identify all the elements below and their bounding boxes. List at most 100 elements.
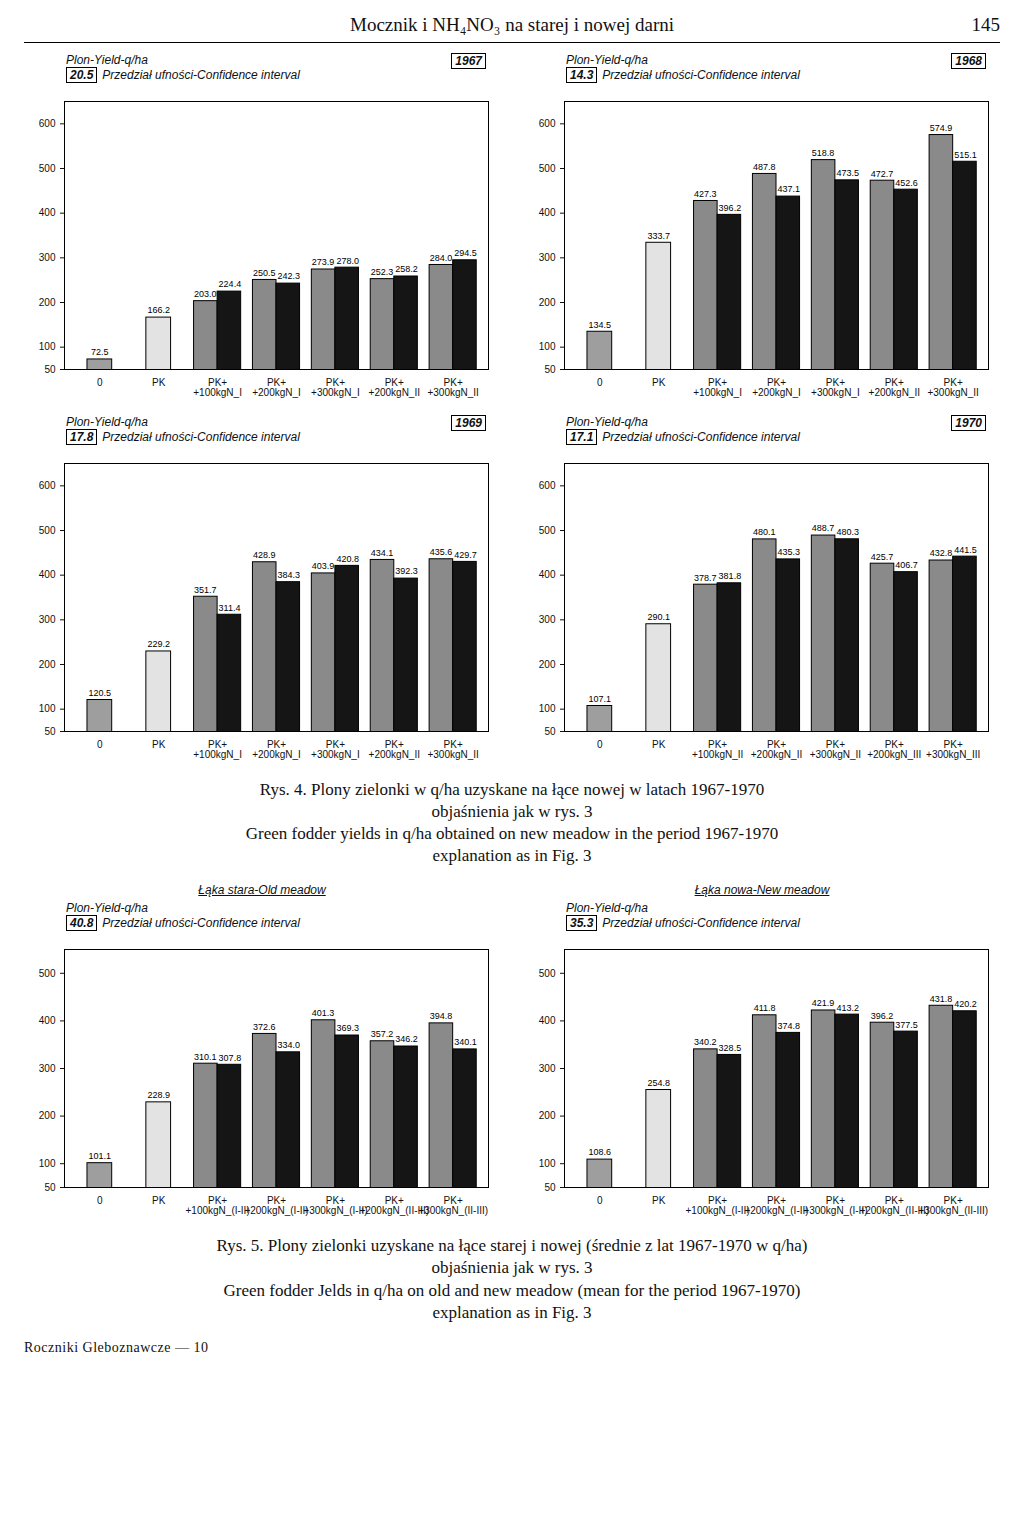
svg-text:PK++300kgN_I: PK++300kgN_I (311, 739, 360, 760)
svg-text:PK++300kgN_(II-III): PK++300kgN_(II-III) (918, 1195, 988, 1216)
svg-text:PK: PK (152, 377, 166, 388)
svg-text:431.8: 431.8 (930, 994, 953, 1004)
svg-text:134.5: 134.5 (589, 320, 612, 330)
svg-text:120.5: 120.5 (89, 688, 112, 698)
svg-text:PK++300kgN_(II-III): PK++300kgN_(II-III) (418, 1195, 488, 1216)
svg-text:500: 500 (539, 968, 556, 979)
svg-text:PK++300kgN_II: PK++300kgN_II (427, 739, 478, 760)
svg-text:406.7: 406.7 (895, 560, 918, 570)
svg-text:480.3: 480.3 (836, 527, 859, 537)
svg-text:427.3: 427.3 (694, 189, 717, 199)
svg-text:100: 100 (39, 703, 56, 714)
svg-text:401.3: 401.3 (312, 1009, 335, 1019)
svg-text:300: 300 (539, 614, 556, 625)
svg-text:107.1: 107.1 (589, 694, 612, 704)
svg-text:480.1: 480.1 (753, 527, 776, 537)
svg-text:574.9: 574.9 (930, 123, 953, 133)
svg-text:50: 50 (44, 1182, 56, 1193)
svg-text:100: 100 (539, 1158, 556, 1169)
svg-text:300: 300 (39, 614, 56, 625)
svg-text:392.3: 392.3 (395, 566, 418, 576)
svg-text:400: 400 (539, 569, 556, 580)
svg-text:500: 500 (39, 525, 56, 536)
svg-text:108.6: 108.6 (589, 1148, 612, 1158)
svg-text:PK++300kgN_I: PK++300kgN_I (811, 377, 860, 398)
svg-text:50: 50 (544, 364, 556, 375)
svg-text:PK++200kgN_(I-II): PK++200kgN_(I-II) (744, 1195, 808, 1216)
svg-text:284.0: 284.0 (430, 253, 453, 263)
svg-text:224.4: 224.4 (219, 279, 242, 289)
svg-text:100: 100 (39, 341, 56, 352)
svg-text:473.5: 473.5 (836, 168, 859, 178)
svg-text:166.2: 166.2 (147, 305, 170, 315)
svg-text:203.0: 203.0 (194, 289, 217, 299)
svg-text:200: 200 (539, 1111, 556, 1122)
svg-text:421.9: 421.9 (812, 999, 835, 1009)
svg-text:488.7: 488.7 (812, 523, 835, 533)
svg-text:411.8: 411.8 (754, 1004, 776, 1014)
svg-text:600: 600 (39, 118, 56, 129)
svg-text:PK: PK (152, 739, 166, 750)
svg-text:351.7: 351.7 (194, 585, 217, 595)
svg-text:100: 100 (539, 703, 556, 714)
svg-text:515.1: 515.1 (954, 150, 977, 160)
svg-text:500: 500 (39, 968, 56, 979)
svg-text:400: 400 (539, 207, 556, 218)
svg-text:100: 100 (539, 341, 556, 352)
svg-text:PK++300kgN_I: PK++300kgN_I (311, 377, 360, 398)
svg-text:PK++300kgN_II: PK++300kgN_II (927, 377, 978, 398)
svg-text:310.1: 310.1 (194, 1052, 217, 1062)
svg-text:441.5: 441.5 (954, 545, 977, 555)
svg-text:300: 300 (539, 1063, 556, 1074)
svg-text:381.8: 381.8 (719, 571, 742, 581)
svg-text:PK: PK (652, 377, 666, 388)
svg-text:334.0: 334.0 (278, 1041, 301, 1051)
svg-text:400: 400 (539, 1015, 556, 1026)
svg-text:50: 50 (544, 726, 556, 737)
svg-text:PK: PK (652, 1195, 666, 1206)
svg-text:72.5: 72.5 (91, 347, 109, 357)
svg-text:PK++300kgN_(I-II): PK++300kgN_(I-II) (803, 1195, 867, 1216)
svg-text:200: 200 (39, 659, 56, 670)
svg-text:432.8: 432.8 (930, 548, 953, 558)
svg-text:200: 200 (39, 1111, 56, 1122)
svg-text:0: 0 (597, 739, 603, 750)
svg-text:200: 200 (539, 297, 556, 308)
svg-text:228.9: 228.9 (147, 1091, 170, 1101)
svg-text:425.7: 425.7 (871, 552, 894, 562)
svg-text:200: 200 (39, 297, 56, 308)
svg-text:0: 0 (97, 377, 103, 388)
svg-text:340.1: 340.1 (454, 1038, 477, 1048)
svg-text:500: 500 (539, 163, 556, 174)
svg-text:200: 200 (539, 659, 556, 670)
svg-text:300: 300 (39, 1063, 56, 1074)
svg-text:229.2: 229.2 (147, 639, 170, 649)
svg-text:372.6: 372.6 (253, 1022, 276, 1032)
svg-text:374.8: 374.8 (778, 1021, 801, 1031)
svg-text:PK++300kgN_II: PK++300kgN_II (427, 377, 478, 398)
svg-text:400: 400 (39, 207, 56, 218)
svg-text:307.8: 307.8 (219, 1053, 242, 1063)
svg-text:PK: PK (152, 1195, 166, 1206)
svg-text:437.1: 437.1 (778, 184, 801, 194)
svg-text:290.1: 290.1 (647, 612, 670, 622)
svg-text:403.9: 403.9 (312, 561, 335, 571)
svg-text:PK: PK (652, 739, 666, 750)
svg-text:PK++200kgN_II: PK++200kgN_II (369, 377, 420, 398)
svg-text:294.5: 294.5 (454, 248, 477, 258)
svg-text:PK++200kgN_II: PK++200kgN_II (869, 377, 920, 398)
svg-text:420.2: 420.2 (954, 1000, 977, 1010)
svg-text:PK++100kgN_I: PK++100kgN_I (693, 377, 742, 398)
svg-text:273.9: 273.9 (312, 257, 335, 267)
svg-text:PK++300kgN_II: PK++300kgN_II (810, 739, 861, 760)
svg-text:254.8: 254.8 (647, 1078, 670, 1088)
svg-text:500: 500 (39, 163, 56, 174)
svg-text:PK++200kgN_II: PK++200kgN_II (751, 739, 802, 760)
svg-text:PK++200kgN_I: PK++200kgN_I (252, 377, 301, 398)
svg-text:377.5: 377.5 (895, 1020, 918, 1030)
svg-text:311.4: 311.4 (219, 603, 241, 613)
svg-text:100: 100 (39, 1158, 56, 1169)
svg-text:0: 0 (597, 377, 603, 388)
svg-text:518.8: 518.8 (812, 148, 835, 158)
svg-text:400: 400 (39, 1015, 56, 1026)
